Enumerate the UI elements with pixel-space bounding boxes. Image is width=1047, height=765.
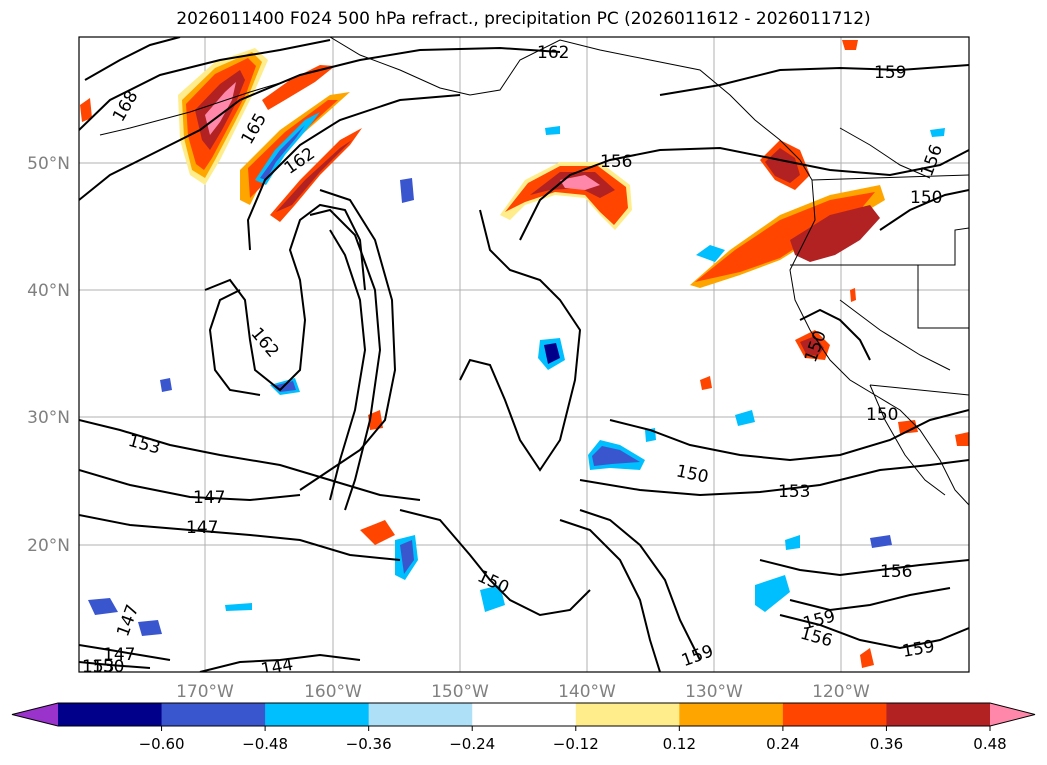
lon-labels: 170°W 160°W 150°W 140°W 130°W 120°W [176, 682, 870, 702]
lat-label-50: 50°N [27, 154, 70, 174]
lon-label-150: 150°W [431, 682, 489, 702]
contour-mid-loop [459, 209, 582, 472]
contour-159-se [779, 614, 969, 650]
colorbar-tick-label: 0.36 [870, 735, 903, 753]
colorbar-extend-high [990, 703, 1035, 726]
contour-label: 162 [537, 43, 569, 63]
contour-loop-west [208, 289, 261, 396]
border-us-mexico [869, 384, 969, 396]
colorbar-tick-label: 0.12 [663, 735, 696, 753]
colorbar-tick-label: −0.12 [553, 735, 599, 753]
aleutians [99, 79, 291, 136]
contour-150-ne [879, 189, 969, 231]
colorbar-outline [11, 702, 1036, 727]
contour-147-b [79, 514, 401, 561]
lon-label-170: 170°W [176, 682, 234, 702]
contour-156-se [759, 559, 969, 577]
contours [79, 37, 969, 672]
contour-150-sw [79, 661, 151, 669]
colorbar-tick-label: −0.24 [449, 735, 495, 753]
lon-label-140: 140°W [558, 682, 616, 702]
state-border-4 [917, 265, 969, 329]
colorbar-segment [886, 703, 991, 726]
colorbar-segment [679, 703, 784, 726]
colorbar-segment [58, 703, 163, 726]
lon-label-130: 130°W [685, 682, 743, 702]
contour-162-south [204, 203, 366, 392]
contour-inner-2 [309, 208, 382, 511]
coastlines [99, 37, 969, 506]
contour-label: 150 [910, 188, 942, 208]
colorbar-segment [265, 703, 370, 726]
colorbar-segment [575, 703, 680, 726]
contour-144 [199, 653, 361, 672]
border-us-canada [811, 174, 969, 181]
contour-150-south [399, 509, 591, 617]
contour-label: 147 [103, 645, 135, 665]
contour-label: 156 [600, 152, 632, 172]
contour-label: 150 [92, 657, 124, 677]
contour-147-a [79, 469, 301, 502]
contour-159-north [659, 64, 969, 96]
colorbar-tick-label: 0.24 [766, 735, 799, 753]
graticule [79, 37, 969, 672]
lat-label-20: 20°N [27, 536, 70, 556]
colorbar-tick-label: −0.60 [139, 735, 185, 753]
lat-label-40: 40°N [27, 281, 70, 301]
contour-inner-1 [329, 229, 367, 501]
colorbar-segment [368, 703, 473, 726]
colorbar-segment [782, 703, 887, 726]
contour-147-sw [79, 644, 171, 661]
contour-south-2 [579, 509, 701, 661]
contour-inner-3 [299, 189, 397, 491]
contour-label: 147 [193, 488, 225, 508]
contour-165 [79, 39, 331, 131]
state-border-3 [839, 299, 951, 371]
baja [869, 384, 946, 496]
coast-alaska [329, 37, 813, 181]
lat-labels: 50°N 40°N 30°N 20°N [27, 154, 70, 556]
contour-label: 150 [866, 405, 898, 425]
state-border-2 [790, 227, 969, 266]
precip-negative [88, 112, 945, 636]
colorbar: −0.60 −0.48 −0.36 −0.24 −0.12 0.12 0.24 0.36 0.4… [11, 702, 1036, 753]
lon-label-120: 120°W [812, 682, 870, 702]
contour-168 [84, 37, 181, 81]
contour-153-west [79, 419, 421, 501]
contour-label: 147 [186, 518, 218, 538]
contour-loop-east [799, 308, 871, 361]
lon-label-160: 160°W [304, 682, 362, 702]
contour-150-mid [609, 409, 969, 462]
contour-162-north [79, 46, 561, 201]
colorbar-segment [472, 703, 577, 726]
contour-label: 156 [880, 562, 912, 582]
contour-label: 144 [259, 655, 294, 680]
colorbar-tick-label: −0.36 [346, 735, 392, 753]
state-border-1 [839, 127, 931, 179]
colorbar-tick-label: −0.48 [242, 735, 288, 753]
contour-label: 159 [874, 63, 906, 83]
map-frame [78, 36, 970, 673]
contour-156-se2 [789, 587, 951, 612]
colorbar-extend-low [12, 703, 58, 726]
map-title: 2026011400 F024 500 hPa refract., precip… [176, 9, 871, 29]
contour-label: 153 [82, 657, 114, 677]
contour-156-arc [519, 146, 969, 241]
colorbar-segment [161, 703, 266, 726]
contour-south-1 [559, 519, 661, 672]
contour-162-loop [246, 94, 461, 251]
map-panel: 168 165 162 162 162 159 156 156 150 153 … [79, 37, 969, 680]
contour-153-mid [579, 459, 969, 497]
coast-west [789, 179, 969, 506]
contour-label: 153 [778, 482, 810, 502]
lat-label-30: 30°N [27, 408, 70, 428]
colorbar-tick-label: 0.48 [973, 735, 1006, 753]
